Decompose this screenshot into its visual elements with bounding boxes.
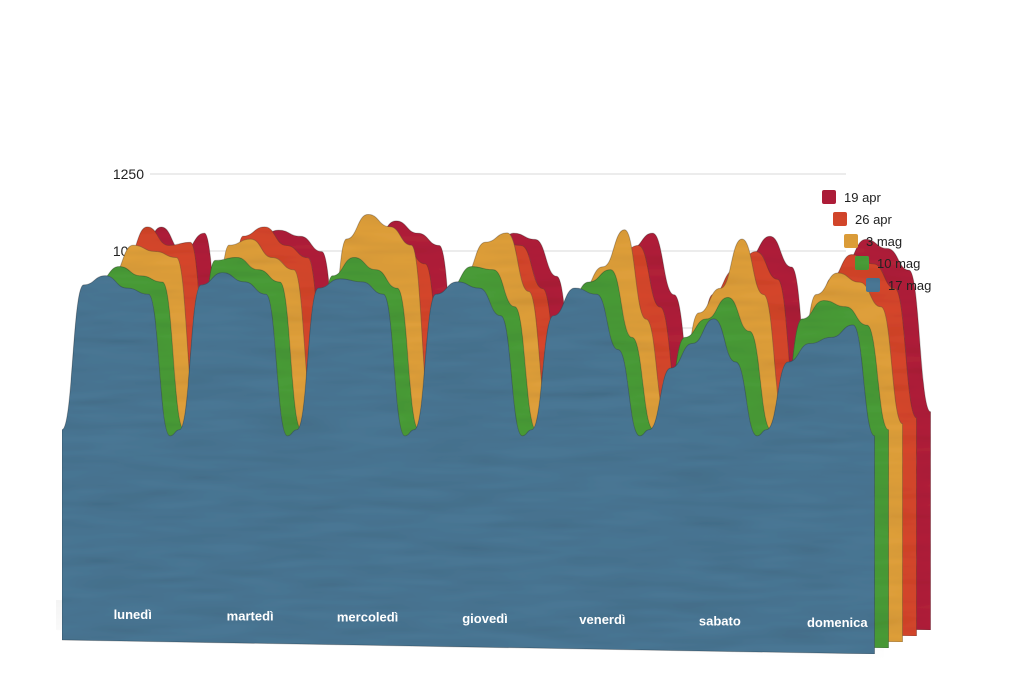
x-tick-label-6: domenica xyxy=(807,615,868,630)
y-tick-label-1250: 1250 xyxy=(113,166,144,182)
legend-swatch-0 xyxy=(822,190,836,204)
x-tick-label-0: lunedì xyxy=(114,607,152,622)
legend-item-1: 26 apr xyxy=(833,212,893,227)
series-layer xyxy=(56,213,932,660)
x-tick-label-1: martedì xyxy=(227,608,274,623)
legend-swatch-3 xyxy=(855,256,869,270)
legend-swatch-1 xyxy=(833,212,847,226)
x-tick-label-3: giovedì xyxy=(462,611,508,626)
legend-item-0: 19 apr xyxy=(822,190,882,205)
legend-label-0: 19 apr xyxy=(844,190,882,205)
x-tick-label-2: mercoledì xyxy=(337,610,398,625)
legend-item-3: 10 mag xyxy=(855,256,920,271)
x-axis-day-labels: lunedì martedì mercoledì giovedì venerdì saba… xyxy=(114,607,869,630)
legend-swatch-2 xyxy=(844,234,858,248)
legend-item-4: 17 mag xyxy=(866,278,931,293)
legend-label-1: 26 apr xyxy=(855,212,893,227)
legend-item-2: 3 mag xyxy=(844,234,902,249)
legend-label-2: 3 mag xyxy=(866,234,902,249)
x-tick-label-4: venerdì xyxy=(579,612,625,627)
legend-label-4: 17 mag xyxy=(888,278,931,293)
legend: 19 apr 26 apr 3 mag 10 mag 17 mag xyxy=(822,190,931,293)
legend-label-3: 10 mag xyxy=(877,256,920,271)
x-tick-label-5: sabato xyxy=(699,614,741,629)
series-area-4 xyxy=(61,272,876,655)
legend-swatch-4 xyxy=(866,278,880,292)
